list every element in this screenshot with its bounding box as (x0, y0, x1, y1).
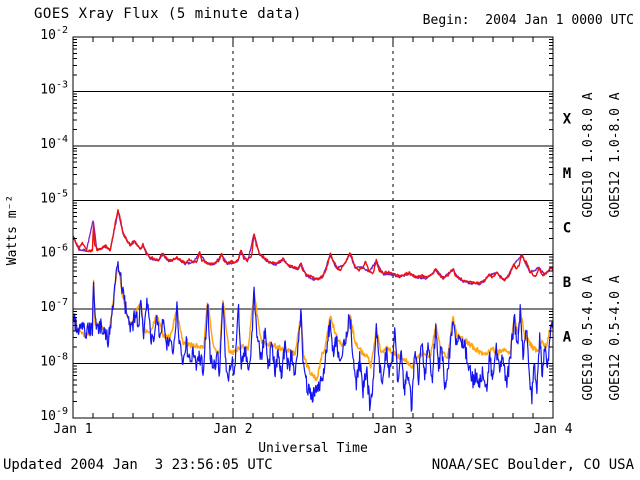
series-line-goes12-0-5-4-0-a (73, 261, 553, 412)
flare-class-label-x: X (563, 112, 572, 128)
series-lines (73, 209, 553, 412)
series-line-goes12-1-0-8-0-a (73, 209, 553, 285)
y-axis-title: Watts m⁻² (5, 195, 20, 265)
y-tick-label: 10-2 (40, 25, 68, 43)
x-tick-label: Jan 3 (373, 422, 412, 437)
legend-label-goes12-0-5-4-0-a: GOES12 0.5-4.0 A (608, 275, 623, 400)
noaa-sec-credit: NOAA/SEC Boulder, CO USA (431, 457, 634, 473)
x-tick-label: Jan 4 (533, 422, 572, 437)
y-tick-label: 10-3 (40, 79, 68, 97)
y-axis-labels: 10-2 10-3 10-4 10-5 10-6 10-7 10-8 10-9 (40, 25, 68, 424)
flare-class-label-c: C (563, 221, 571, 237)
flare-class-label-m: M (563, 166, 571, 182)
legend-label-goes10-1-0-8-0-a: GOES10 1.0-8.0 A (581, 92, 596, 217)
x-tick-label: Jan 2 (213, 422, 252, 437)
begin-time-label: Begin: 2004 Jan 1 0000 UTC (422, 13, 634, 28)
legend-label-goes10-0-5-4-0-a: GOES10 0.5-4.0 A (581, 275, 596, 400)
flare-class-label-a: A (563, 329, 572, 345)
y-tick-label: 10-8 (40, 352, 68, 370)
x-tick-label: Jan 1 (53, 422, 92, 437)
plot-axes (72, 36, 554, 419)
y-tick-label: 10-7 (40, 297, 68, 315)
plot-gridlines (73, 37, 553, 418)
y-tick-label: 10-5 (40, 188, 68, 206)
y-tick-label: 10-6 (40, 243, 68, 261)
series-line-goes10-0-5-4-0-a (73, 263, 553, 382)
plot-border (72, 36, 554, 419)
legend-label-goes12-1-0-8-0-a: GOES12 1.0-8.0 A (608, 92, 623, 217)
flare-class-label-b: B (563, 275, 571, 291)
updated-timestamp: Updated 2004 Jan 3 23:56:05 UTC (3, 457, 273, 473)
x-axis-title: Universal Time (258, 441, 368, 456)
y-tick-label: 10-9 (40, 406, 68, 424)
y-tick-label: 10-4 (40, 134, 68, 152)
page-title: GOES Xray Flux (5 minute data) (34, 6, 302, 22)
